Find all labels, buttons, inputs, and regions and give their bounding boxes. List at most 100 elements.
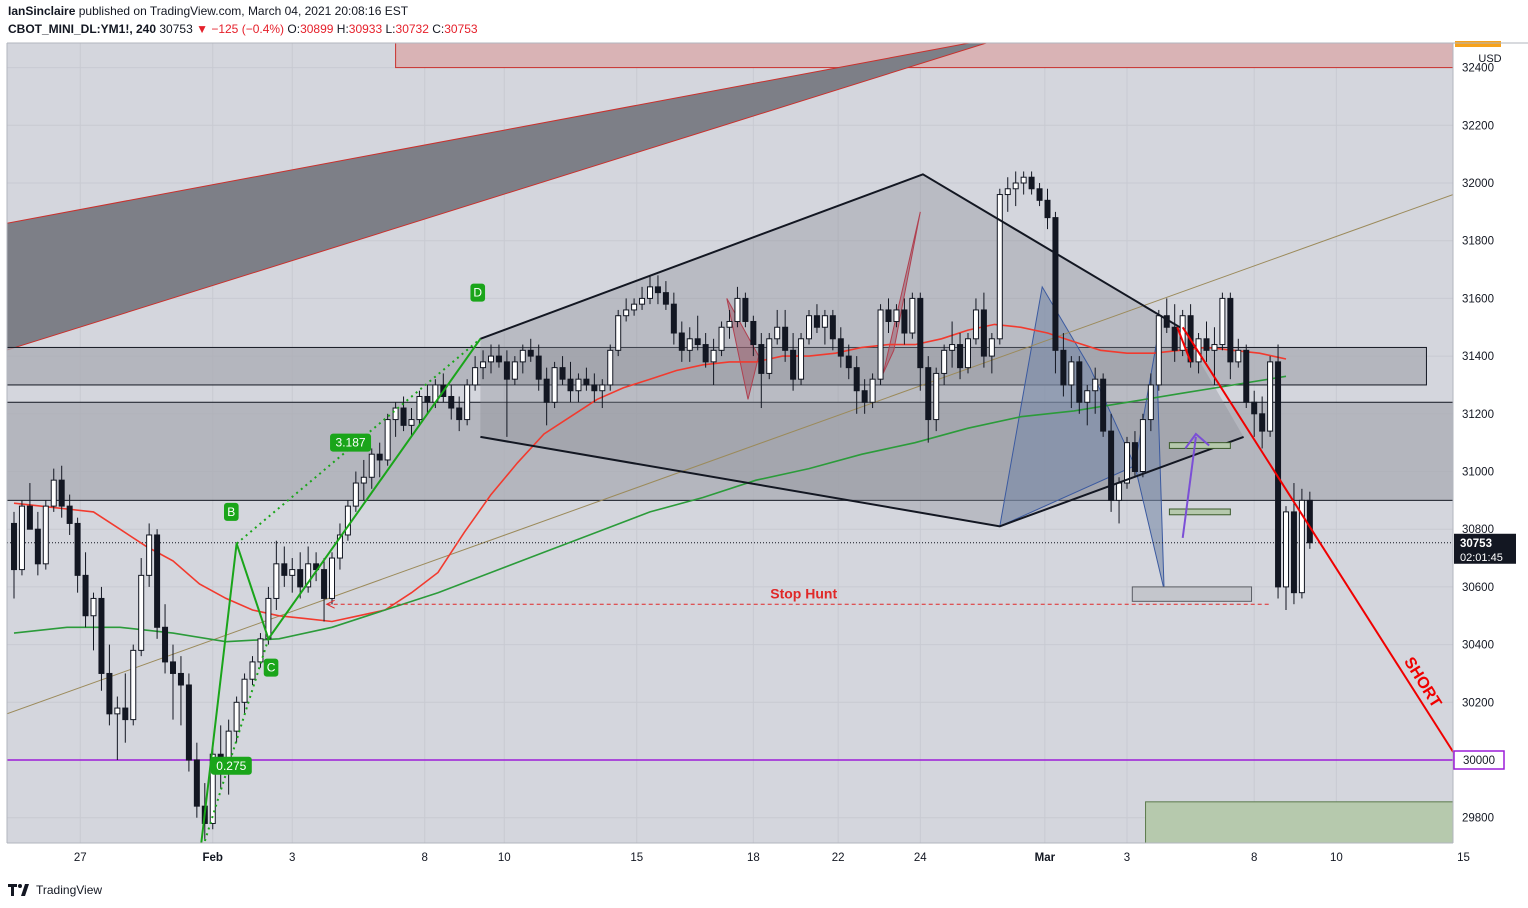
candle-body-down [170,661,176,674]
candle-body-up [806,315,812,340]
time-tick-label: 8 [422,852,428,864]
time-axis[interactable]: 27 Feb 3 8 10 15 18 22 24 Mar 3 8 10 15 [0,842,1528,871]
time-tick-labels: 27 Feb 3 8 10 15 18 22 24 Mar 3 8 10 15 [74,852,1470,864]
candle [305,546,312,593]
fib-upper-label-bg [330,433,372,452]
price-tick-label: 30800 [1462,524,1494,536]
candle-body-up [138,574,145,651]
candle-body-up [949,344,956,351]
candle-body-down [1028,176,1035,190]
candle [42,500,49,570]
candle-body-up [1116,482,1123,501]
candle [1028,171,1035,195]
candle [575,373,582,403]
candle [1227,292,1234,380]
candle [543,367,550,426]
candle [845,344,852,380]
candle [58,465,65,518]
symbol-info: CBOT_MINI_DL:YM1!, 240 30753 ▼ −125 (−0.… [8,22,478,36]
candle-body-down [1227,297,1234,363]
candle [583,367,590,391]
candle [82,552,89,628]
candle-body-down [702,344,709,363]
candle [631,298,638,316]
candle-body-up [480,361,487,369]
candle [972,298,979,345]
candle-body-up [1147,384,1154,421]
candle [647,275,653,305]
candle [1298,488,1305,599]
candle [750,315,757,357]
candle-body-down [678,332,685,351]
last-price-marker-text: 30753 [1460,538,1492,550]
candle [193,742,200,818]
candle-body-down [662,292,669,305]
candle [352,471,359,512]
candle [321,558,328,622]
candle [957,333,964,380]
price-tick-label: 32000 [1462,178,1494,190]
level-marker-text: 30000 [1463,755,1495,767]
harmonic-dotted-xc [203,638,270,843]
candle [790,333,797,391]
price-tick-label: 31600 [1462,293,1494,305]
candle [495,344,502,368]
candle [416,390,423,426]
time-tick-label: 15 [630,852,643,864]
price-tick-label: 31800 [1462,236,1494,248]
candle [829,309,836,351]
candle-body-up [1012,182,1019,190]
candle [138,558,145,657]
brand-name[interactable]: TradingView [36,883,103,897]
publication-info: IanSinclaire published on TradingView.co… [8,4,408,18]
rising-wedge [7,43,989,351]
candle-body-up [774,326,781,340]
price-axis[interactable]: USD 298003000030200304003060030800310003… [1452,41,1528,843]
tradingview-logo-icon[interactable] [8,883,30,897]
time-tick-label: 27 [74,852,87,864]
price-axis-background [1453,43,1528,843]
candle [933,367,940,432]
price-axis-markers: 30000 30753 02:01:45 [1453,41,1516,770]
supply-zone-lower [7,401,1453,501]
point-b-label-text: B [227,505,235,519]
level-marker-bg [1453,750,1505,770]
candle-body-up [18,505,25,571]
candle-body-up [50,479,57,507]
candle-body-up [305,563,312,588]
candle-body-up [1267,361,1274,432]
purple-arrow-head-icon [1184,432,1210,450]
candle-body-up [726,320,733,328]
candle-body-down [503,361,510,380]
candle-body-down [853,367,860,392]
candle [1084,384,1091,426]
fib-lower-label-bg [210,756,252,775]
candle [988,333,995,374]
ma-fast-line [13,323,1287,623]
candle [909,292,916,339]
candle-body-up [329,557,335,599]
candle-body-down [106,672,113,715]
candle-body-up [734,297,741,322]
candle-body-down [1290,511,1297,594]
drawing-layer-back [7,43,1453,843]
candle-body-up [289,569,296,576]
candle-body-down [1171,326,1178,351]
price-tick-label: 32200 [1462,120,1494,132]
chart-header: IanSinclaire published on TradingView.co… [0,0,1528,42]
fib-lower-label: 0.275 [210,756,252,775]
candle-body-up [1139,419,1146,473]
candle [686,327,693,362]
candle [949,321,956,368]
candle-body-up [1211,344,1218,351]
open-value: 30899 [300,22,334,36]
symbol-name[interactable]: CBOT_MINI_DL:YM1!, 240 [8,22,157,36]
candle-body-down [297,569,304,588]
candle [853,356,860,414]
candle-body-down [670,303,677,334]
author-name[interactable]: IanSinclaire [8,4,76,18]
candle [249,656,256,685]
candle-body-up [225,730,232,761]
